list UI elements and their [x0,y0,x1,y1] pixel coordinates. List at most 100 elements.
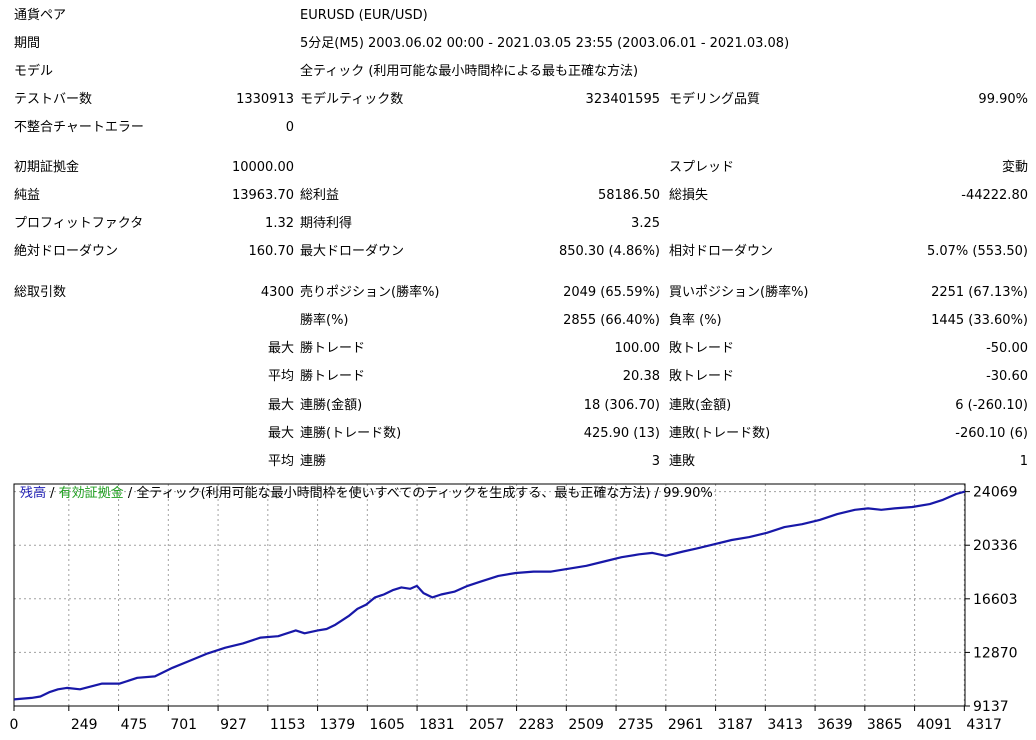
balance-chart-svg: 0 249 475 701 927 1153 1379 1605 1831 2057 2283 250… [10,483,1018,733]
gross-loss-value: -44222.80 [961,188,1028,203]
x-tick-label: 1379 [320,717,356,733]
spread-value: 変動 [1001,160,1028,175]
expected-payoff-label: 期待利得 [300,216,353,231]
modeled-ticks-label: モデルティック数 [300,92,404,107]
profit-trades-value: 2855 (66.40%) [563,313,660,328]
relative-drawdown-label: 相対ドローダウン [669,244,774,259]
x-tick-label: 2961 [668,717,704,733]
max-consecutive-count-prefix: 最大 [267,426,294,441]
x-tick-label: 2509 [568,717,604,733]
chart-title-equity: 有効証拠金 [58,486,124,501]
profit-trades-label: 勝率(%) [300,313,349,328]
x-tick-label: 3865 [867,717,903,733]
max-consecutive-money-prefix: 最大 [267,398,294,413]
x-tick-label: 1831 [419,717,455,733]
balance-chart: 0 249 475 701 927 1153 1379 1605 1831 2057 2283 250… [0,480,1036,740]
spread-label: スプレッド [669,160,735,175]
y-tick-label: 24069 [973,485,1018,501]
total-trades-label: 総取引数 [14,285,67,300]
x-tick-label: 3639 [817,717,853,733]
period-value: 5分足(M5) 2003.06.02 00:00 - 2021.03.05 23… [300,36,790,51]
x-tick-label: 2735 [618,717,654,733]
net-profit-value: 13963.70 [231,188,294,203]
modeling-quality-value: 99.90% [978,92,1028,107]
expected-payoff-value: 3.25 [631,216,660,231]
period-label: 期間 [14,36,41,51]
gross-loss-label: 総損失 [669,188,709,203]
long-positions-label: 買いポジション(勝率%) [669,285,809,300]
average-consecutive-losses-label: 連敗 [669,454,696,469]
plot-frame [13,483,966,707]
average-loss-trade-label: 敗トレード [669,369,735,384]
largest-loss-trade-value: -50.00 [986,341,1028,356]
initial-deposit-label: 初期証拠金 [14,160,80,175]
largest-loss-trade-label: 敗トレード [669,341,735,356]
loss-trades-value: 1445 (33.60%) [931,313,1028,328]
average-profit-trade-label: 勝トレード [300,369,366,384]
gross-profit-label: 総利益 [300,188,340,203]
short-positions-label: 売りポジション(勝率%) [300,285,440,300]
average-consecutive-wins-label: 連勝 [300,454,327,469]
x-tick-label: 2283 [519,717,555,733]
max-consecutive-losses-money-value: 6 (-260.10) [955,398,1028,413]
chart-title-rest: 全ティック(利用可能な最小時間枠を使いすべてのティックを生成する、最も正確な方法… [136,486,713,501]
y-tick-label: 9137 [973,699,1009,715]
largest-profit-trade-label: 勝トレード [300,341,366,356]
x-tick-label: 4317 [966,717,1002,733]
average-profit-trade-value: 20.38 [622,369,660,384]
x-tick-label: 4091 [917,717,953,733]
profit-factor-label: プロフィットファクタ [14,216,144,231]
net-profit-label: 純益 [14,188,41,203]
test-bars-label: テストバー数 [14,92,93,107]
currency-pair-label: 通貨ペア [14,8,67,23]
largest-prefix: 最大 [267,341,294,356]
max-consecutive-profit-count-label: 連勝(トレード数) [300,426,402,441]
model-label: モデル [14,64,54,79]
x-tick-label: 2057 [469,717,505,733]
modeled-ticks-value: 323401595 [585,92,660,107]
currency-pair-value: EURUSD (EUR/USD) [300,8,428,23]
max-consecutive-wins-money-value: 18 (306.70) [583,398,660,413]
x-tick-label: 1605 [369,717,405,733]
y-tick-label: 16603 [973,592,1018,608]
max-consecutive-wins-money-label: 連勝(金額) [300,398,363,413]
max-consecutive-loss-count-label: 連敗(トレード数) [669,426,771,441]
series-line-balance [13,490,966,701]
max-consecutive-losses-money-label: 連敗(金額) [669,398,732,413]
average-loss-trade-value: -30.60 [986,369,1028,384]
max-consecutive-loss-count-value: -260.10 (6) [955,426,1028,441]
profit-factor-value: 1.32 [265,216,294,231]
x-tick-label: 249 [71,717,98,733]
average-consecutive-losses-value: 1 [1019,454,1028,469]
maximal-drawdown-label: 最大ドローダウン [300,244,405,259]
long-positions-value: 2251 (67.13%) [931,285,1028,300]
max-consecutive-profit-count-value: 425.90 (13) [583,426,660,441]
average-consecutive-prefix: 平均 [267,454,294,469]
x-tick-label: 1153 [270,717,306,733]
relative-drawdown-value: 5.07% (553.50) [926,244,1028,259]
loss-trades-label: 負率 (%) [669,313,722,328]
average-prefix: 平均 [267,369,294,384]
chart-title-sep2: / [123,486,137,501]
x-tick-label: 3413 [767,717,803,733]
x-tick-label: 3187 [718,717,754,733]
model-value: 全ティック (利用可能な最小時間枠による最も正確な方法) [300,64,639,79]
modeling-quality-label: モデリング品質 [669,92,761,107]
initial-deposit-value: 10000.00 [231,160,294,175]
largest-profit-trade-value: 100.00 [614,341,661,356]
gross-profit-value: 58186.50 [597,188,660,203]
x-tick-label: 475 [121,717,148,733]
chart-title-balance: 残高 [20,486,47,501]
absolute-drawdown-label: 絶対ドローダウン [14,244,119,259]
mismatched-errors-label: 不整合チャートエラー [14,120,144,135]
absolute-drawdown-value: 160.70 [248,244,295,259]
maximal-drawdown-value: 850.30 (4.86%) [558,244,660,259]
y-tick-label: 20336 [973,538,1018,554]
test-bars-value: 1330913 [236,92,294,107]
total-trades-value: 4300 [260,285,294,300]
y-tick-label: 12870 [973,645,1018,661]
x-tick-label: 927 [220,717,247,733]
report-summary: 通貨ペア EURUSD (EUR/USD) 期間 5分足(M5) 2003.06… [14,8,1028,469]
mismatched-errors-value: 0 [285,120,294,135]
x-tick-label: 701 [170,717,197,733]
